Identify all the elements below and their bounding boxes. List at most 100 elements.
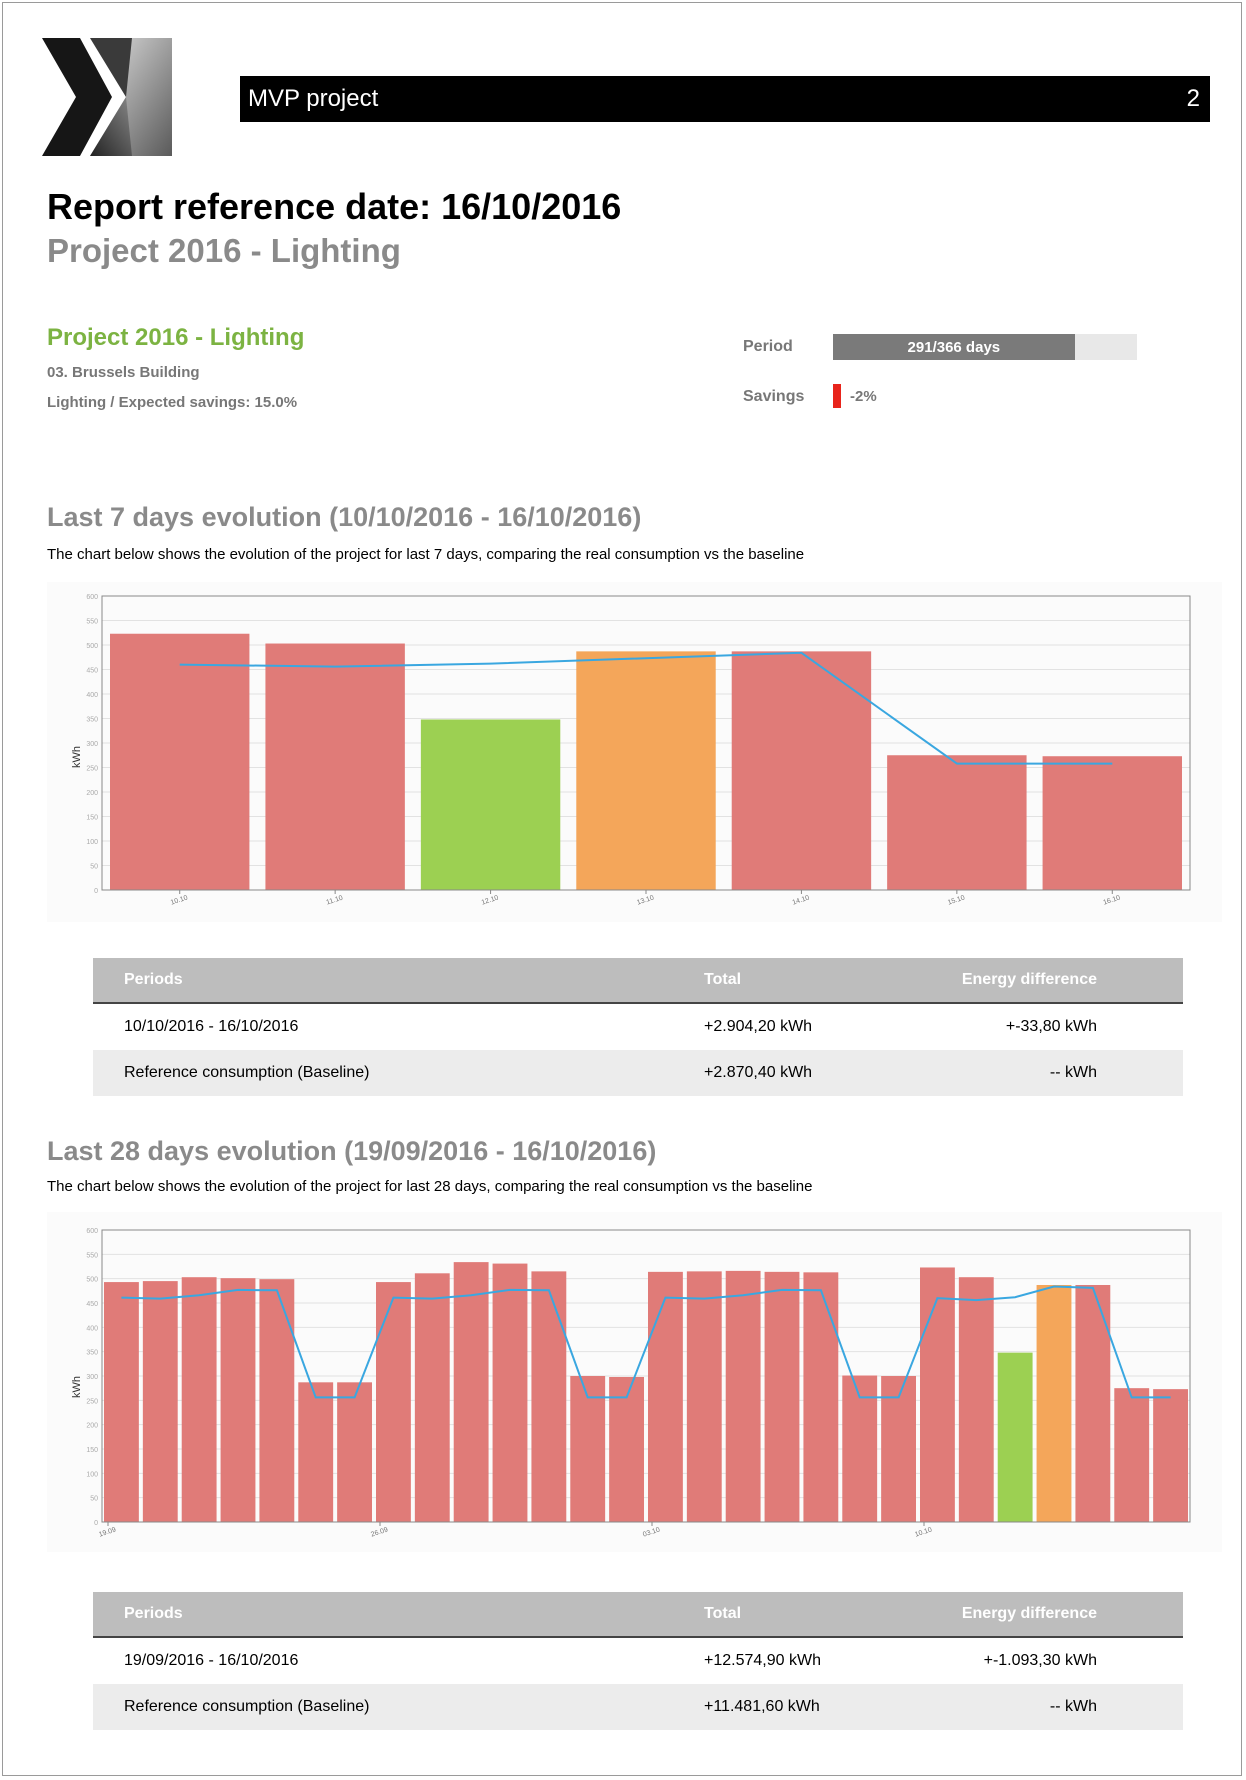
table-row: Reference consumption (Baseline) +2.870,… (93, 1050, 1183, 1096)
y-tick-label: 600 (86, 594, 98, 601)
plot-frame (101, 1229, 1191, 1523)
x-tick-label: 11.10 (326, 895, 344, 907)
header-energy-difference: Energy difference (961, 1605, 1097, 1622)
x-tick-label: 10.10 (914, 1527, 933, 1539)
x-tick-label: 14.10 (792, 895, 811, 907)
bar-26.09 (376, 1282, 411, 1522)
y-tick-label: 550 (86, 619, 98, 626)
bar-12.10 (997, 1352, 1033, 1522)
y-tick-label: 350 (86, 1350, 98, 1357)
header-total: Total (704, 971, 742, 988)
project-expected-savings: Lighting / Expected savings: 15.0% (47, 394, 298, 411)
savings-marker (833, 384, 841, 408)
bar-01.10 (570, 1376, 606, 1522)
bar-16.10 (1042, 756, 1182, 890)
project-label: MVP project (248, 85, 379, 112)
header-energy-difference: Energy difference (961, 971, 1097, 988)
chart-7days-container: kWh 0 50 100 150 200 250 300 350 400 450 500 550 600… (47, 582, 1222, 922)
bar-29.09 (492, 1263, 528, 1522)
y-tick-label: 50 (90, 864, 98, 871)
header-total: Total (704, 1605, 742, 1622)
savings-value: -2% (850, 388, 877, 405)
period-progress-fill: 291/366 days (833, 334, 1075, 360)
y-tick-label: 400 (86, 1325, 98, 1332)
y-tick-label: 0 (94, 888, 98, 895)
x-tick-label: 12.10 (481, 895, 500, 907)
bar-27.09 (414, 1273, 450, 1522)
y-tick-label: 400 (86, 692, 98, 699)
bar-08.10 (842, 1375, 878, 1522)
table-row: 19/09/2016 - 16/10/2016 +12.574,90 kWh +… (93, 1638, 1183, 1684)
y-tick-label: 200 (86, 1423, 98, 1430)
bar-28.09 (453, 1262, 489, 1522)
bar-06.10 (764, 1271, 800, 1522)
y-tick-label: 600 (86, 1228, 98, 1235)
y-tick-label: 150 (86, 815, 98, 822)
y-tick-label: 450 (86, 668, 98, 675)
section-28days-description: The chart below shows the evolution of t… (47, 1178, 813, 1195)
bar-04.10 (686, 1271, 722, 1522)
y-tick-label: 550 (86, 1252, 98, 1259)
bar-24.09 (298, 1382, 334, 1522)
bar-15.10 (887, 755, 1027, 890)
cell-total: +11.481,60 kWh (704, 1698, 820, 1715)
bar-16.10 (1153, 1389, 1188, 1522)
bar-14.10 (731, 651, 872, 890)
report-subtitle: Project 2016 - Lighting (47, 232, 401, 269)
y-tick-label: 500 (86, 1277, 98, 1284)
cell-difference: -- kWh (1049, 1698, 1097, 1715)
x-tick-label: 26.09 (370, 1527, 389, 1539)
y-tick-label: 500 (86, 643, 98, 650)
company-logo (42, 38, 172, 156)
baseline-line (179, 651, 1113, 765)
table-header: Periods Total Energy difference (93, 958, 1183, 1004)
bar-22.09 (220, 1278, 256, 1522)
table-28days: Periods Total Energy difference 19/09/20… (93, 1592, 1183, 1730)
bar-25.09 (337, 1382, 372, 1522)
cell-total: +12.574,90 kWh (704, 1652, 821, 1669)
y-tick-label: 100 (86, 839, 98, 846)
cell-period: Reference consumption (Baseline) (124, 1064, 370, 1081)
x-tick-label: 15.10 (947, 895, 966, 907)
bar-10.10 (110, 633, 250, 890)
page-number: 2 (1186, 85, 1200, 112)
cell-total: +2.904,20 kWh (704, 1018, 813, 1035)
y-tick-label: 350 (86, 717, 98, 724)
bar-20.09 (142, 1281, 178, 1522)
x-tick-label: 10.10 (170, 895, 189, 907)
cell-period: 10/10/2016 - 16/10/2016 (124, 1018, 299, 1035)
bar-10.10 (920, 1267, 955, 1522)
period-label: Period (743, 338, 793, 355)
y-tick-label: 0 (94, 1520, 98, 1527)
cell-difference: +-33,80 kWh (1005, 1018, 1097, 1035)
y-tick-label: 450 (86, 1301, 98, 1308)
header-periods: Periods (124, 1605, 183, 1622)
bar-07.10 (803, 1272, 839, 1522)
report-title: Report reference date: 16/10/2016 (47, 186, 622, 227)
period-progress-track: 291/366 days (833, 334, 1137, 360)
x-tick-label: 03.10 (642, 1527, 661, 1539)
bar-21.09 (181, 1277, 217, 1522)
bar-05.10 (725, 1270, 761, 1522)
cell-period: Reference consumption (Baseline) (124, 1698, 370, 1715)
y-tick-label: 50 (90, 1496, 98, 1503)
bar-23.09 (259, 1279, 295, 1522)
cell-total: +2.870,40 kWh (704, 1064, 813, 1081)
header-periods: Periods (124, 971, 183, 988)
bar-03.10 (648, 1271, 683, 1522)
project-name: Project 2016 - Lighting (47, 324, 305, 351)
table-row: 10/10/2016 - 16/10/2016 +2.904,20 kWh +-… (93, 1004, 1183, 1050)
cell-difference: -- kWh (1049, 1064, 1097, 1081)
project-building: 03. Brussels Building (47, 364, 200, 381)
bar-02.10 (609, 1376, 644, 1522)
cell-period: 19/09/2016 - 16/10/2016 (124, 1652, 299, 1669)
bar-13.10 (576, 651, 716, 890)
bar-12.10 (420, 719, 561, 890)
y-tick-label: 100 (86, 1471, 98, 1478)
y-tick-label: 200 (86, 790, 98, 797)
table-7days: Periods Total Energy difference 10/10/20… (93, 958, 1183, 1096)
x-tick-label: 13.10 (636, 895, 655, 907)
chart-28days: 0 50 100 150 200 250 300 350 400 450 500 550 600 19.0… (86, 1228, 1191, 1539)
table-header: Periods Total Energy difference (93, 1592, 1183, 1638)
